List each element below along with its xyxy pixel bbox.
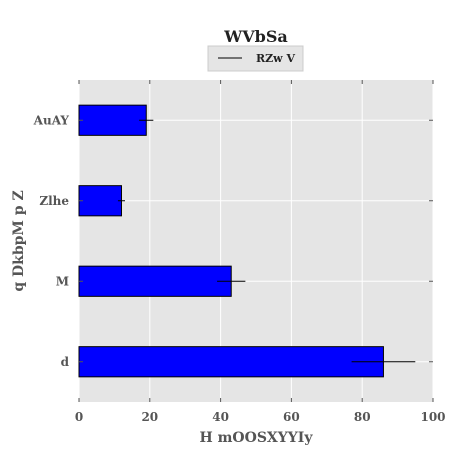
y-tick-label: M [56,274,69,288]
x-tick-label: 100 [420,410,445,424]
x-axis-label: H mOOSXYYIy [200,430,314,446]
y-ticks: d M Zlhe AuAY [33,113,433,369]
bar-d [78,346,384,378]
bars [78,104,384,378]
bar-Zlhe [78,185,122,217]
x-tick-label: 20 [141,410,158,424]
legend: RZw V [207,45,304,72]
bar-AuAY [78,104,147,136]
y-tick-label: d [61,355,70,369]
x-tick-label: 60 [283,410,300,424]
y-axis-label: q DkbpM p Z [11,190,27,291]
x-tick-label: 40 [212,410,229,424]
x-tick-label: 80 [354,410,371,424]
bar-M [78,265,232,297]
chart-title: WVbSa [223,27,288,46]
error-bars [117,119,416,363]
y-tick-label: AuAY [33,113,70,127]
y-tick-label: Zlhe [39,194,69,208]
x-ticks: 0 20 40 60 80 100 [75,80,446,424]
x-tick-label: 0 [75,410,83,424]
legend-label: RZw V [256,52,295,65]
